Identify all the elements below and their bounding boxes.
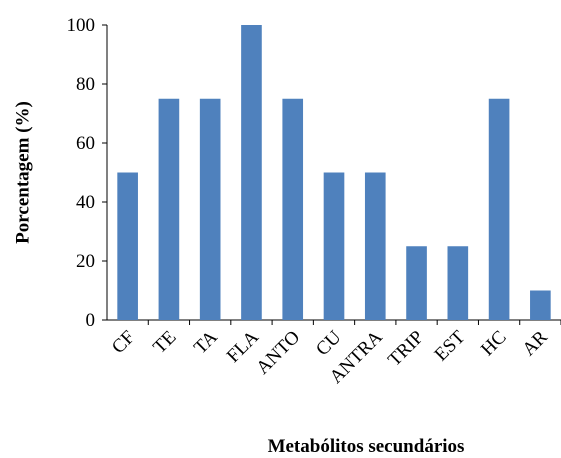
x-tick-label: HC [477, 327, 511, 361]
bar-ar [530, 290, 551, 320]
x-axis-title: Metabólitos secundários [268, 436, 465, 457]
x-tick-label: EST [431, 326, 470, 365]
bar-trip [406, 246, 427, 320]
x-tick-label: ANTO [252, 327, 304, 379]
x-tick-label: TA [190, 326, 222, 358]
bars [117, 25, 551, 320]
y-tick-label: 60 [76, 133, 95, 154]
bar-cu [323, 172, 345, 320]
y-axis-ticks: 0 20 40 60 80 100 [67, 15, 107, 331]
x-tick-label: AR [518, 326, 552, 360]
bar-hc [488, 98, 510, 320]
x-tick-label: CU [312, 326, 346, 360]
x-tick-label: TRIP [384, 327, 428, 371]
bar-cf [117, 172, 138, 320]
bar-fla [241, 25, 262, 320]
y-tick-label: 100 [67, 15, 96, 36]
y-tick-label: 40 [76, 192, 95, 213]
bar-est [447, 246, 469, 320]
y-tick-label: 20 [76, 251, 95, 272]
bar-anto [282, 98, 304, 320]
y-tick-label: 80 [76, 74, 95, 95]
bar-te [158, 98, 180, 320]
y-axis-title: Porcentagem (%) [12, 101, 33, 244]
y-tick-label: 0 [86, 310, 96, 331]
bar-ta [199, 98, 221, 320]
x-tick-label: CF [108, 327, 139, 358]
x-tick-label: TE [149, 327, 180, 358]
bar-antra [364, 172, 386, 320]
